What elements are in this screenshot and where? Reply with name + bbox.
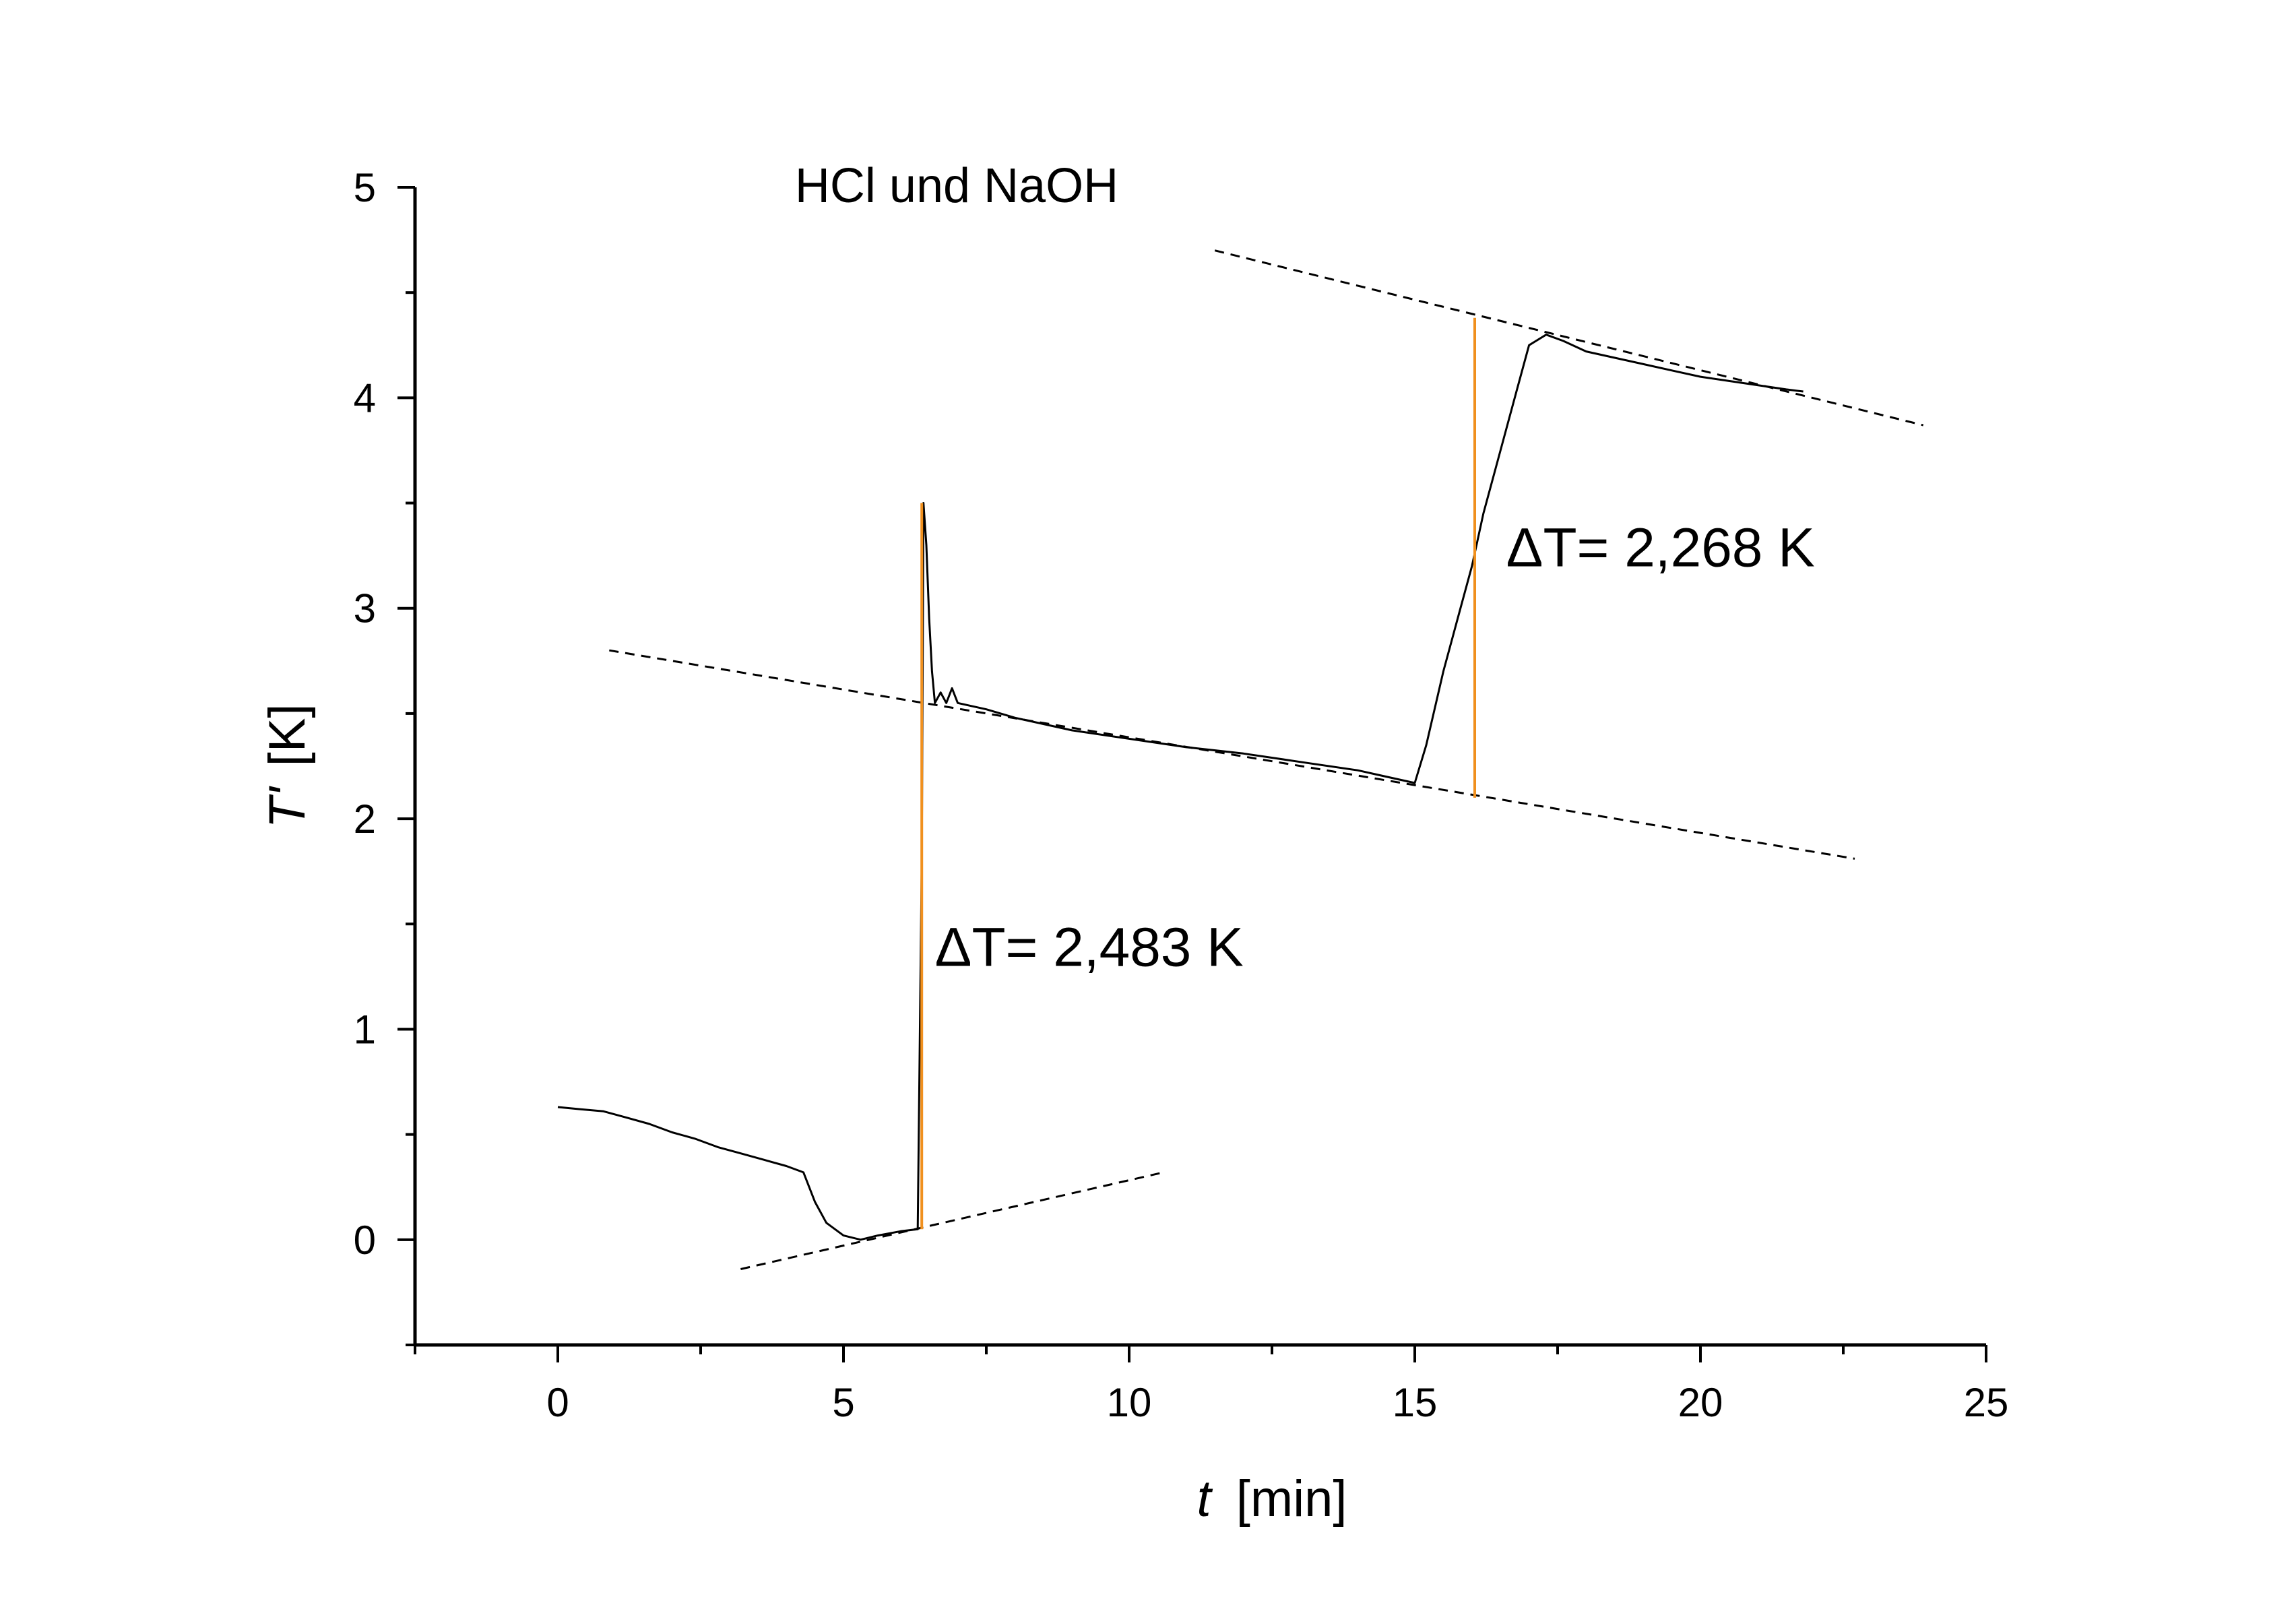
x-ticks: 0 5 10 15 20 25: [414, 1345, 2009, 1425]
y-axis-unit: [K]: [259, 704, 316, 767]
y-axis-variable: T': [259, 786, 316, 828]
delta-t-annotation: ΔT= 2,268 K: [1506, 517, 1815, 578]
axes: 0 5 10 15 20 25 0 1 2 3 4 5: [354, 165, 2009, 1425]
x-tick-label: 5: [832, 1380, 854, 1425]
y-axis-title: T' [K]: [259, 704, 316, 829]
y-tick-label: 2: [354, 796, 376, 842]
dashed-baseline: [1214, 249, 1924, 427]
plot-lines: [557, 249, 1924, 1270]
x-tick-label: 25: [1964, 1380, 2009, 1425]
y-ticks: 0 1 2 3 4 5: [354, 165, 415, 1346]
x-tick-label: 20: [1678, 1380, 1723, 1425]
y-tick-label: 1: [354, 1007, 376, 1052]
dashed-baseline: [740, 1171, 1164, 1270]
x-tick-label: 0: [546, 1380, 569, 1425]
x-tick-label: 10: [1107, 1380, 1152, 1425]
x-axis-variable: t: [1197, 1470, 1213, 1528]
y-tick-label: 0: [354, 1218, 376, 1263]
temperature-curve: [557, 334, 1804, 1241]
annotations: ΔT= 2,483 K ΔT= 2,268 K: [935, 517, 1815, 978]
delta-t-annotation: ΔT= 2,483 K: [935, 917, 1244, 978]
y-tick-label: 5: [354, 165, 376, 210]
y-tick-label: 4: [354, 375, 376, 420]
y-tick-label: 3: [354, 586, 376, 631]
chart-title: HCl und NaOH: [795, 159, 1118, 213]
dashed-baseline: [609, 649, 1855, 860]
x-tick-label: 15: [1393, 1380, 1438, 1425]
x-axis-title: t [min]: [1197, 1470, 1347, 1528]
x-axis-unit: [min]: [1236, 1470, 1347, 1528]
